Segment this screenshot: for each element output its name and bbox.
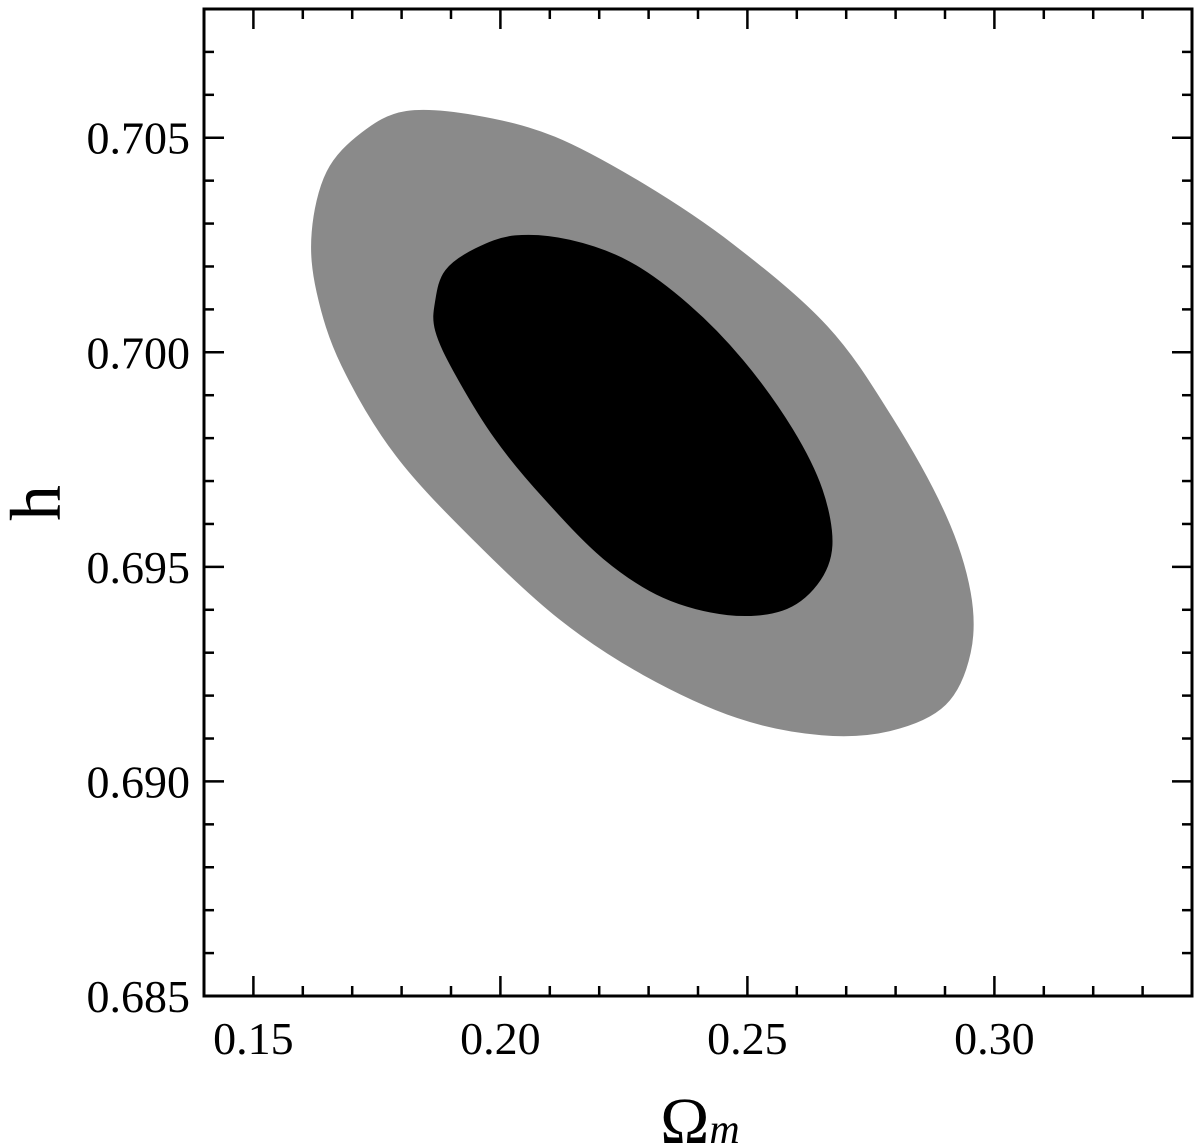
- y-tick-label: 0.685: [87, 971, 191, 1022]
- y-axis-title: h: [0, 485, 76, 521]
- x-axis-title-subscript: m: [709, 1107, 739, 1143]
- x-axis-title-main: Ω: [660, 1085, 709, 1143]
- x-tick-label: 0.15: [213, 1013, 294, 1064]
- plot-frame: [202, 7, 1194, 998]
- y-tick-label: 0.695: [87, 542, 191, 593]
- y-tick-label: 0.690: [87, 756, 191, 807]
- y-tick-label: 0.705: [87, 113, 191, 164]
- tick-labels: 0.15 0.20 0.25 0.30 0.685 0.690 0.695 0.700 0.70…: [87, 113, 1035, 1064]
- x-tick-label: 0.25: [707, 1013, 788, 1064]
- y-tick-label: 0.700: [87, 327, 191, 378]
- ticks-layer: [204, 9, 1192, 996]
- contour-inner: [433, 234, 833, 617]
- x-axis-title: Ωm: [660, 1085, 739, 1143]
- x-tick-label: 0.30: [954, 1013, 1035, 1064]
- contours-layer: [311, 109, 974, 737]
- x-tick-label: 0.20: [460, 1013, 541, 1064]
